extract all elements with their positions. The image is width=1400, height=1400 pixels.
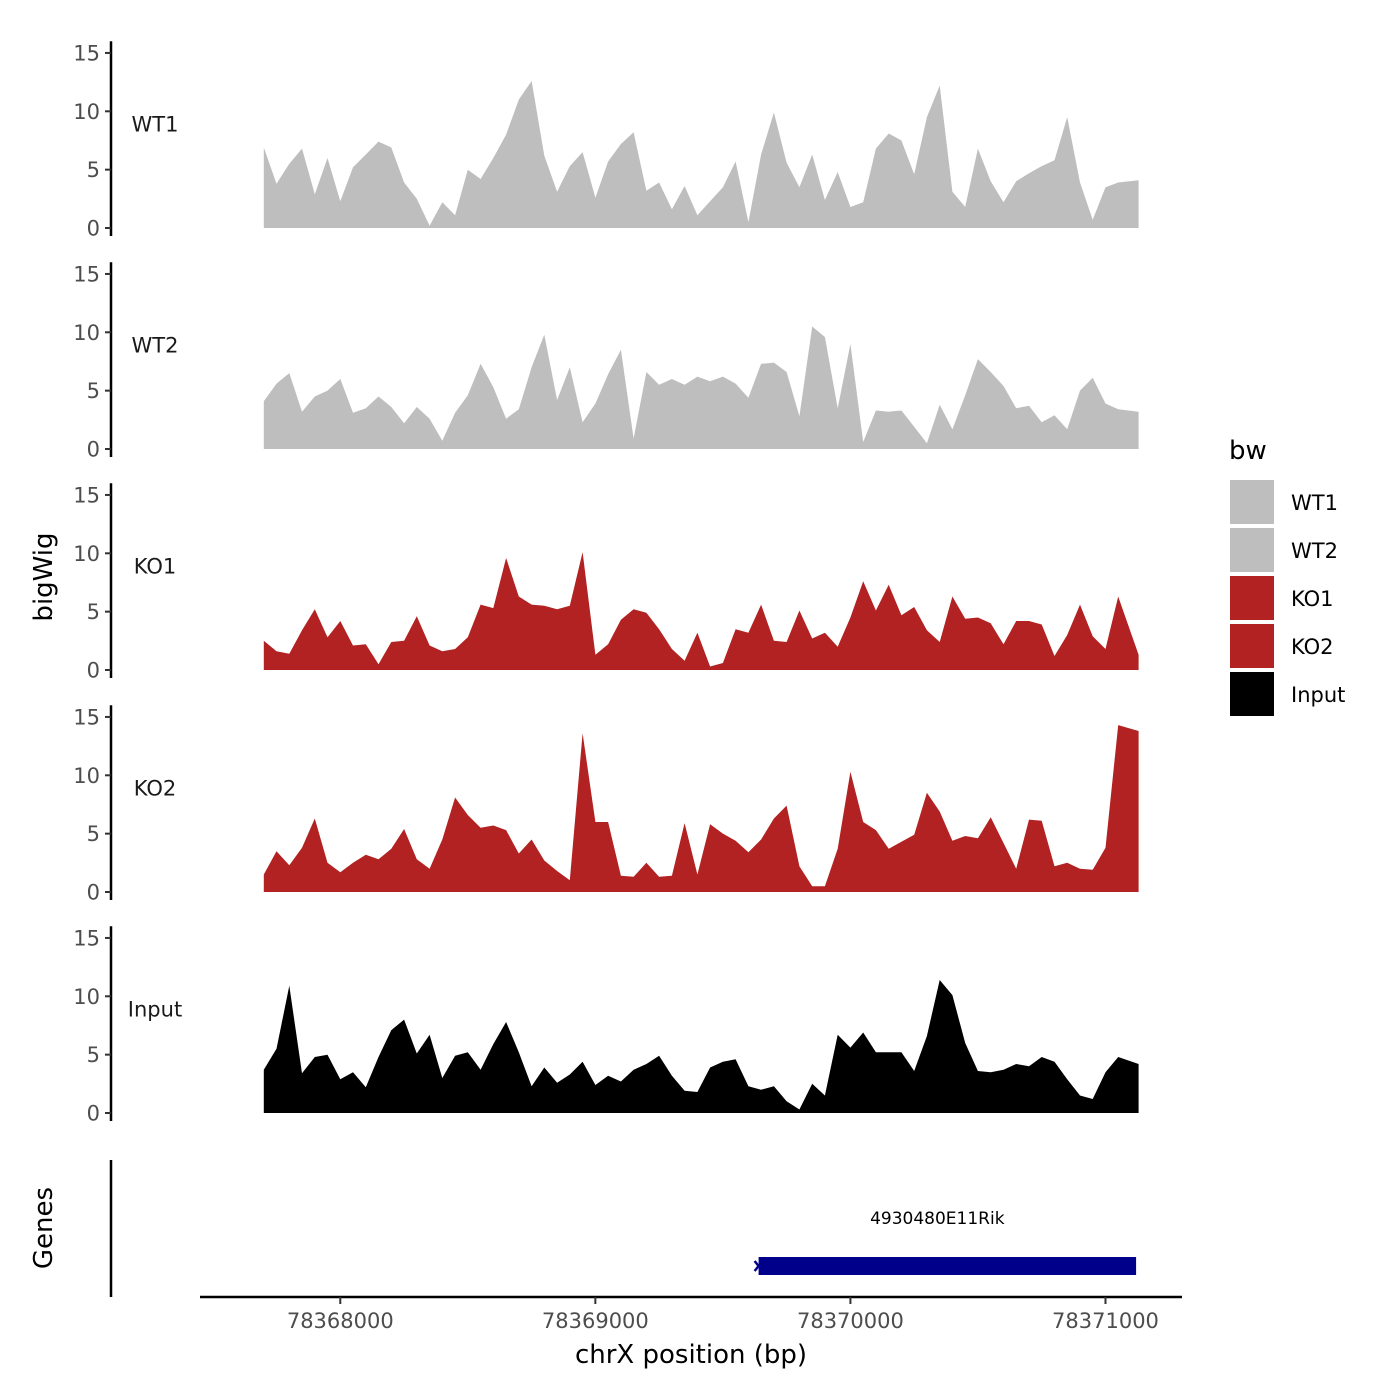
panel-wt1: 0 5 10 15 WT1	[73, 41, 1139, 241]
gene-track: Genes 4930480E11Rik	[29, 1160, 1137, 1297]
track-label-wt2: WT2	[132, 333, 179, 357]
y-tick-label: 5	[87, 600, 100, 624]
y-tick-label: 15	[73, 926, 100, 950]
panel-input: 0 5 10 15 Input	[73, 926, 1139, 1126]
legend-label-wt1: WT1	[1291, 491, 1338, 515]
panel-ko2: 0 5 10 15 KO2	[73, 705, 1139, 905]
area-wt2	[263, 326, 1139, 449]
y-tick-label: 5	[87, 1043, 100, 1067]
legend-key-ko2	[1230, 624, 1274, 668]
y-tick-label: 0	[87, 659, 100, 683]
panel-wt2: 0 5 10 15 WT2	[73, 262, 1139, 462]
track-label-wt1: WT1	[132, 112, 179, 136]
legend-key-input	[1230, 672, 1274, 716]
y-tick-label: 10	[73, 985, 100, 1009]
y-tick-label: 5	[87, 379, 100, 403]
x-tick-label: 78368000	[287, 1309, 394, 1333]
legend-label-wt2: WT2	[1291, 539, 1338, 563]
track-label-ko2: KO2	[134, 776, 177, 800]
y-tick-label: 5	[87, 158, 100, 182]
y-tick-label: 5	[87, 822, 100, 846]
y-tick-label: 0	[87, 217, 100, 241]
x-tick-label: 78371000	[1052, 1309, 1159, 1333]
y-axis-title: bigWig	[29, 532, 59, 621]
track-label-ko1: KO1	[134, 554, 177, 578]
y-tick-label: 10	[73, 100, 100, 124]
legend-title: bw	[1229, 436, 1267, 466]
area-input	[263, 980, 1139, 1113]
y-tick-label: 0	[87, 438, 100, 462]
y-tick-label: 0	[87, 881, 100, 905]
gene-body	[758, 1257, 1137, 1275]
area-wt1	[263, 81, 1139, 228]
x-tick-label: 78369000	[542, 1309, 649, 1333]
y-tick-label: 0	[87, 1102, 100, 1126]
legend-label-ko2: KO2	[1291, 635, 1334, 659]
area-ko2	[263, 725, 1139, 892]
gene-track-label: Genes	[29, 1187, 59, 1269]
x-axis-title: chrX position (bp)	[575, 1340, 807, 1370]
y-tick-label: 10	[73, 321, 100, 345]
gene-strand-arrow	[753, 1260, 761, 1272]
y-tick-label: 15	[73, 41, 100, 65]
y-tick-label: 10	[73, 764, 100, 788]
gene-name-label: 4930480E11Rik	[870, 1209, 1005, 1229]
track-label-input: Input	[128, 997, 182, 1021]
panel-ko1: 0 5 10 15 KO1	[73, 483, 1139, 683]
legend-label-ko1: KO1	[1291, 587, 1334, 611]
legend-label-input: Input	[1291, 683, 1345, 707]
y-tick-label: 15	[73, 483, 100, 507]
legend-key-ko1	[1230, 576, 1274, 620]
y-tick-label: 10	[73, 542, 100, 566]
x-axis: 78368000 78369000 78370000 78371000	[200, 1295, 1182, 1333]
x-tick-label: 78370000	[797, 1309, 904, 1333]
legend: bw WT1 WT2 KO1 KO2 Input	[1229, 436, 1345, 716]
y-tick-label: 15	[73, 262, 100, 286]
area-ko1	[263, 552, 1139, 670]
legend-key-wt1	[1230, 480, 1274, 524]
y-tick-label: 15	[73, 705, 100, 729]
legend-key-wt2	[1230, 528, 1274, 572]
